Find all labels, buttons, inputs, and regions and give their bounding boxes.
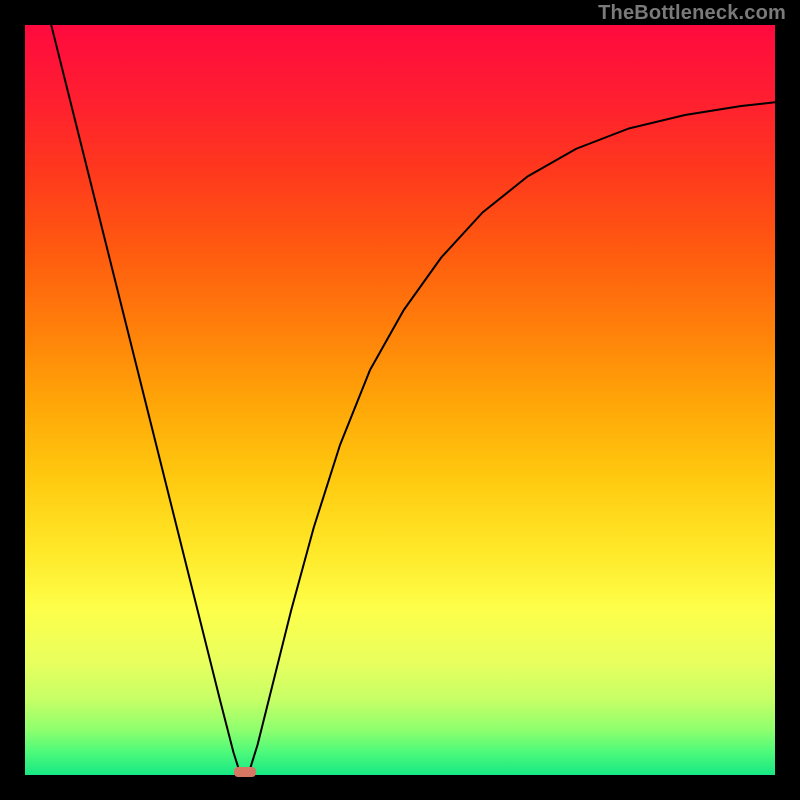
watermark-text: TheBottleneck.com xyxy=(598,2,786,25)
curve-right xyxy=(250,102,775,769)
outer-frame: TheBottleneck.com xyxy=(0,0,800,800)
curve-layer xyxy=(25,25,775,775)
minimum-marker xyxy=(234,767,257,778)
curve-left xyxy=(51,25,239,769)
